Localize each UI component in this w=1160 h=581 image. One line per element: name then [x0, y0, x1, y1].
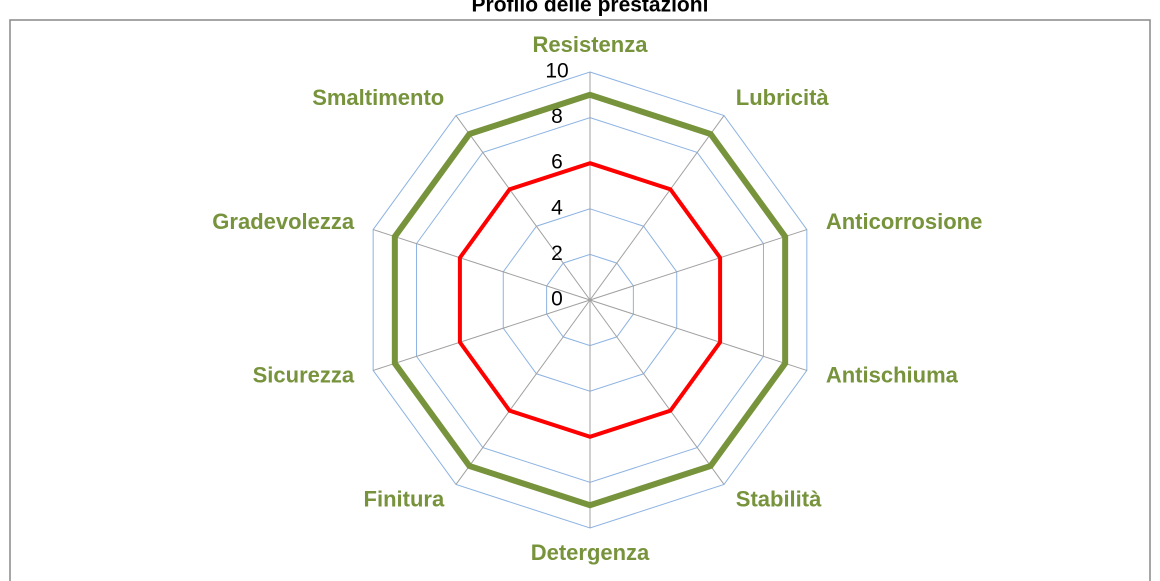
- spoke: [589, 299, 725, 485]
- spoke: [589, 299, 807, 371]
- category-label: Resistenza: [533, 32, 649, 57]
- series-line: [457, 161, 723, 439]
- category-label: Anticorrosione: [826, 209, 982, 234]
- category-label: Detergenza: [531, 540, 650, 565]
- y-tick-label: 10: [545, 60, 568, 83]
- spoke: [373, 229, 591, 301]
- spoke: [455, 299, 591, 485]
- category-label: Sicurezza: [253, 362, 355, 387]
- y-tick-label: 6: [551, 151, 563, 174]
- category-label: Lubricità: [736, 85, 830, 110]
- spoke: [589, 115, 725, 301]
- category-label: Smaltimento: [312, 85, 444, 110]
- series-line: [391, 91, 789, 509]
- spoke: [373, 299, 591, 371]
- spoke: [455, 115, 591, 301]
- y-tick-label: 2: [551, 242, 563, 265]
- chart-frame: [9, 19, 1151, 581]
- category-label: Stabilità: [736, 486, 822, 511]
- y-tick-label: 4: [551, 196, 563, 219]
- y-tick-label: 0: [551, 288, 563, 311]
- category-label: Antischiuma: [826, 362, 959, 387]
- chart-title: Profilo delle prestazioni: [472, 0, 709, 17]
- category-label: Finitura: [364, 486, 445, 511]
- y-tick-label: 8: [551, 105, 563, 128]
- spoke: [589, 229, 807, 301]
- category-label: Gradevolezza: [212, 209, 355, 234]
